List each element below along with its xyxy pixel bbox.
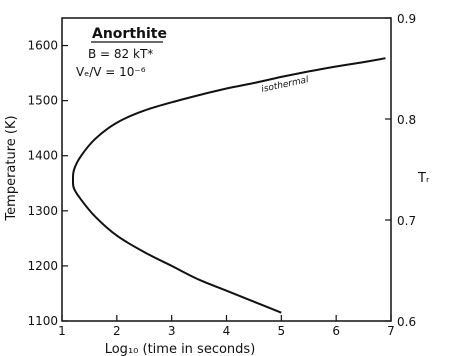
y-tick-label: 1300 bbox=[27, 204, 58, 218]
y2-tick-label: 0.9 bbox=[397, 12, 416, 26]
annotation-volume-ratio: Vₑ/V = 10⁻⁶ bbox=[76, 65, 146, 79]
annotation-b-value: B = 82 kT* bbox=[88, 47, 153, 61]
x-tick-label: 4 bbox=[223, 324, 231, 338]
y2-axis-label: Tᵣ bbox=[417, 171, 430, 186]
y-tick-label: 1500 bbox=[27, 94, 58, 108]
y-tick-label: 1600 bbox=[27, 39, 58, 53]
x-tick-label: 7 bbox=[387, 324, 395, 338]
y-tick-label: 1100 bbox=[27, 314, 58, 328]
x-tick-label: 5 bbox=[278, 324, 286, 338]
plot-area-border bbox=[61, 17, 392, 322]
annotation-title: Anorthite bbox=[92, 26, 167, 42]
ticks-layer: 1 2 3 4 5 6 7 1100 1200 1300 1400 1500 1600 0.6 0.7 0.8… bbox=[27, 12, 416, 338]
x-tick-label: 3 bbox=[168, 324, 176, 338]
y2-tick-label: 0.6 bbox=[397, 315, 416, 329]
y-tick-label: 1400 bbox=[27, 149, 58, 163]
y-axis-label: Temperature (K) bbox=[4, 115, 19, 221]
series-line-isothermal bbox=[71, 57, 386, 314]
y-tick-label: 1200 bbox=[27, 259, 58, 273]
x-tick-label: 1 bbox=[58, 324, 66, 338]
x-tick-label: 6 bbox=[332, 324, 340, 338]
series-layer bbox=[71, 57, 386, 314]
series-label-isothermal: isothermal bbox=[261, 75, 310, 95]
y2-tick-label: 0.7 bbox=[397, 214, 416, 228]
x-tick-label: 2 bbox=[113, 324, 121, 338]
y2-tick-label: 0.8 bbox=[397, 113, 416, 127]
x-axis-label: Log₁₀ (time in seconds) bbox=[105, 342, 256, 356]
plot-frame bbox=[61, 17, 392, 322]
